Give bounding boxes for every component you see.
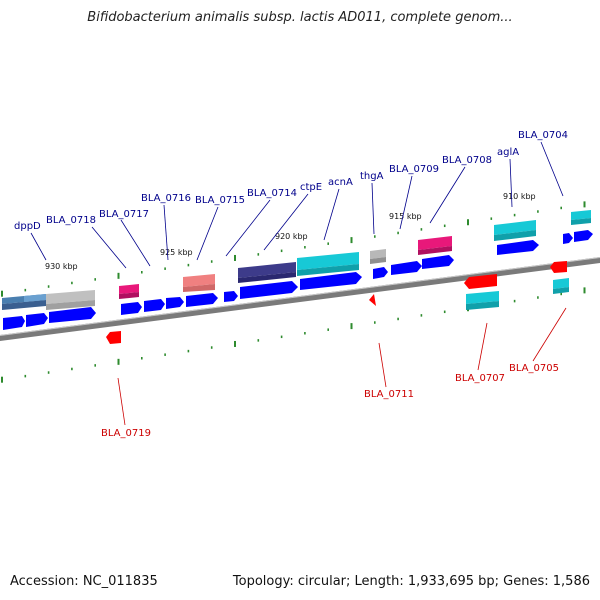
upper-tick-track [1,201,586,297]
gene-label-dppD[interactable]: dppD [14,221,41,232]
leader-BLA_0719 [117,377,126,426]
gene-label-BLA_0707[interactable]: BLA_0707 [455,373,505,384]
leader-BLA_0714 [225,199,271,257]
gene-arrow-BLA_0709[interactable] [391,261,422,275]
gene-arrow-BLA_0708[interactable] [422,255,454,269]
leader-BLA_0718 [91,226,127,269]
gene-arrow-dppD[interactable] [3,316,25,330]
leader-BLA_0708 [429,166,466,224]
leader-BLA_0711 [378,342,387,388]
gene-arrow-BLA_0705[interactable] [550,261,567,273]
cog-bar-purple [238,262,296,283]
cog-bar-cyan-1 [297,252,359,276]
gene-label-BLA_0717[interactable]: BLA_0717 [99,209,149,220]
cog-bar-salmon [183,274,215,292]
gene-arrow-BLA_0707[interactable] [464,274,497,289]
forward-gene-labels: dppD BLA_0718 BLA_0717 BLA_0716 BLA_0715… [14,130,568,232]
gene-arrow-aglA[interactable] [497,240,539,255]
gene-label-thgA[interactable]: thgA [360,171,384,182]
gene-arrow-ctpE[interactable] [240,281,298,299]
leader-BLA_0705 [532,307,567,362]
genome-backbone [0,257,600,341]
cog-bar-cyan-5 [553,278,569,294]
ruler-label-920: 920 kbp [275,232,308,241]
genome-backbone-highlight [0,257,600,336]
gene-label-BLA_0709[interactable]: BLA_0709 [389,164,439,175]
gene-label-BLA_0715[interactable]: BLA_0715 [195,195,245,206]
gene-arrow-BLA_0704b[interactable] [574,230,593,242]
gene-label-BLA_0714[interactable]: BLA_0714 [247,188,297,199]
gene-arrow-BLA_0717[interactable] [121,302,142,315]
leader-BLA_0717 [120,219,151,267]
cog-bars [2,210,591,310]
leader-BLA_0716 [163,204,169,261]
cog-bar-grey-2 [370,249,386,264]
cog-bar-cyan-2 [494,220,536,241]
cog-bar-steel [2,294,46,310]
accession-text: Accession: NC_011835 [10,574,158,589]
gene-arrow-BLA_0716[interactable] [144,299,165,312]
gene-arrow-thgA[interactable] [373,267,388,279]
gene-label-aglA[interactable]: aglA [497,147,519,158]
gene-label-BLA_0711[interactable]: BLA_0711 [364,389,414,400]
cog-bar-magenta-1 [119,284,139,299]
gene-label-BLA_0704[interactable]: BLA_0704 [518,130,568,141]
cog-bar-magenta-2 [418,236,452,255]
gene-arrow-BLA_0711[interactable] [369,294,376,306]
gene-label-acnA[interactable]: acnA [328,177,353,188]
gene-arrow-BLA_0714[interactable] [224,291,238,302]
label-leaders [30,141,567,426]
cog-bar-cyan-4 [466,291,499,310]
cog-bar-grey [46,290,95,310]
ruler-label-915: 915 kbp [389,212,422,221]
leader-BLA_0707 [477,322,488,371]
lower-tick-track [1,287,586,383]
gene-label-BLA_0719[interactable]: BLA_0719 [101,428,151,439]
leader-acnA [323,188,340,241]
reverse-strand-track [106,261,567,344]
ruler-label-925: 925 kbp [160,248,193,257]
cog-bar-cyan-3 [571,210,591,225]
leader-ctpE [263,193,309,251]
map-title: Bifidobacterium animalis subsp. lactis A… [87,10,513,25]
gene-label-BLA_0708[interactable]: BLA_0708 [442,155,492,166]
gene-arrow-BLA_0704[interactable] [563,233,573,244]
reverse-gene-labels: BLA_0719 BLA_0711 BLA_0707 BLA_0705 [101,363,559,439]
leader-BLA_0704 [540,141,564,197]
ruler-label-910: 910 kbp [503,192,536,201]
ruler-label-930: 930 kbp [45,262,78,271]
ruler-labels: 930 kbp 925 kbp 920 kbp 915 kbp 910 kbp [45,192,536,271]
leader-BLA_0709 [399,175,413,230]
gene-arrow-BLA_0719[interactable] [106,331,121,344]
gene-label-BLA_0716[interactable]: BLA_0716 [141,193,191,204]
leader-thgA [371,182,375,235]
gene-arrow-BLA_0718[interactable] [26,313,48,327]
leader-BLA_0715 [196,206,219,261]
gene-arrow-acnA[interactable] [300,272,362,290]
topology-text: Topology: circular; Length: 1,933,695 bp… [232,574,590,589]
leader-aglA [509,158,513,208]
gene-label-BLA_0718[interactable]: BLA_0718 [46,215,96,226]
forward-strand-track [3,230,593,330]
gene-label-BLA_0705[interactable]: BLA_0705 [509,363,559,374]
gene-arrow-BLA_0718b[interactable] [49,307,96,323]
gene-arrow-BLA_0715[interactable] [186,293,218,307]
gene-arrow-BLA_0716b[interactable] [166,297,184,309]
leader-dppD [30,232,47,261]
gene-label-ctpE[interactable]: ctpE [300,182,322,193]
